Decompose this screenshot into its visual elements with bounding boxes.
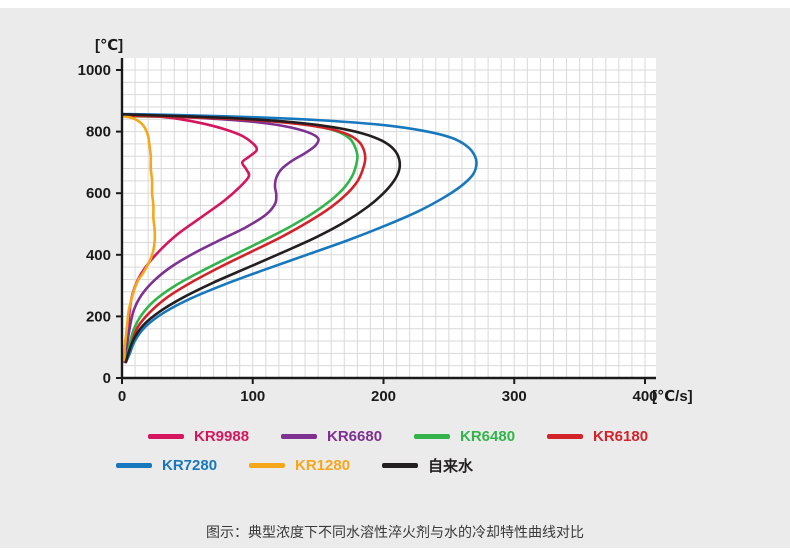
- y-tick-label: 0: [103, 370, 111, 387]
- x-tick-label: 100: [240, 388, 265, 405]
- legend-label: KR9988: [194, 428, 250, 445]
- legend-swatch: [382, 463, 418, 468]
- series-line-自来水: [122, 113, 402, 364]
- y-tick-label: 600: [86, 185, 111, 202]
- x-axis-unit-label: [℃/s]: [652, 388, 693, 405]
- series-line-KR7280: [122, 112, 478, 364]
- chart-caption: 图示：典型浓度下不同水溶性淬火剂与水的冷却特性曲线对比: [206, 524, 584, 540]
- legend-swatch: [547, 434, 583, 439]
- legend-label: 自来水: [428, 458, 474, 475]
- legend-item-KR9988: KR9988: [148, 428, 266, 445]
- legend-label: KR1280: [295, 457, 351, 474]
- x-tick-label: 400: [632, 388, 657, 405]
- legend-label: KR6680: [327, 428, 383, 445]
- x-tick-label: 200: [371, 388, 396, 405]
- legend-item-KR6680: KR6680: [281, 428, 399, 445]
- legend-swatch: [148, 434, 184, 439]
- y-tick-label: 200: [86, 308, 111, 325]
- cooling-curve-chart: 0 100 200 300 400 0 200 400 600 800 1000 [℃] [℃/s]: [78, 37, 693, 405]
- series-line-KR6180: [122, 114, 367, 364]
- chart-legend: KR9988 KR6680 KR6480 KR6180 KR7280 KR1280 自来水: [116, 428, 680, 476]
- y-tick-label: 1000: [78, 62, 111, 79]
- y-tick-label: 400: [86, 247, 111, 264]
- legend-item-KR7280: KR7280: [116, 457, 234, 474]
- y-tick-label: 800: [86, 124, 111, 141]
- legend-item-KR6180: KR6180: [547, 428, 665, 445]
- legend-item-KR1280: KR1280: [249, 457, 367, 474]
- legend-swatch: [414, 434, 450, 439]
- legend-label: KR7280: [162, 457, 218, 474]
- x-tick-label: 0: [118, 388, 126, 405]
- legend-item-KR6480: KR6480: [414, 428, 532, 445]
- legend-row: KR9988 KR6680 KR6480 KR6180: [148, 428, 680, 445]
- legend-label: KR6180: [593, 428, 649, 445]
- legend-row: KR7280 KR1280 自来水: [116, 455, 680, 476]
- series-line-KR1280: [122, 114, 157, 362]
- legend-swatch: [281, 434, 317, 439]
- series-line-KR6680: [122, 113, 320, 363]
- legend-item-自来水: 自来水: [382, 455, 500, 476]
- legend-swatch: [116, 463, 152, 468]
- legend-label: KR6480: [460, 428, 516, 445]
- legend-swatch: [249, 463, 285, 468]
- x-tick-label: 300: [502, 388, 527, 405]
- y-axis-unit-label: [℃]: [95, 37, 123, 54]
